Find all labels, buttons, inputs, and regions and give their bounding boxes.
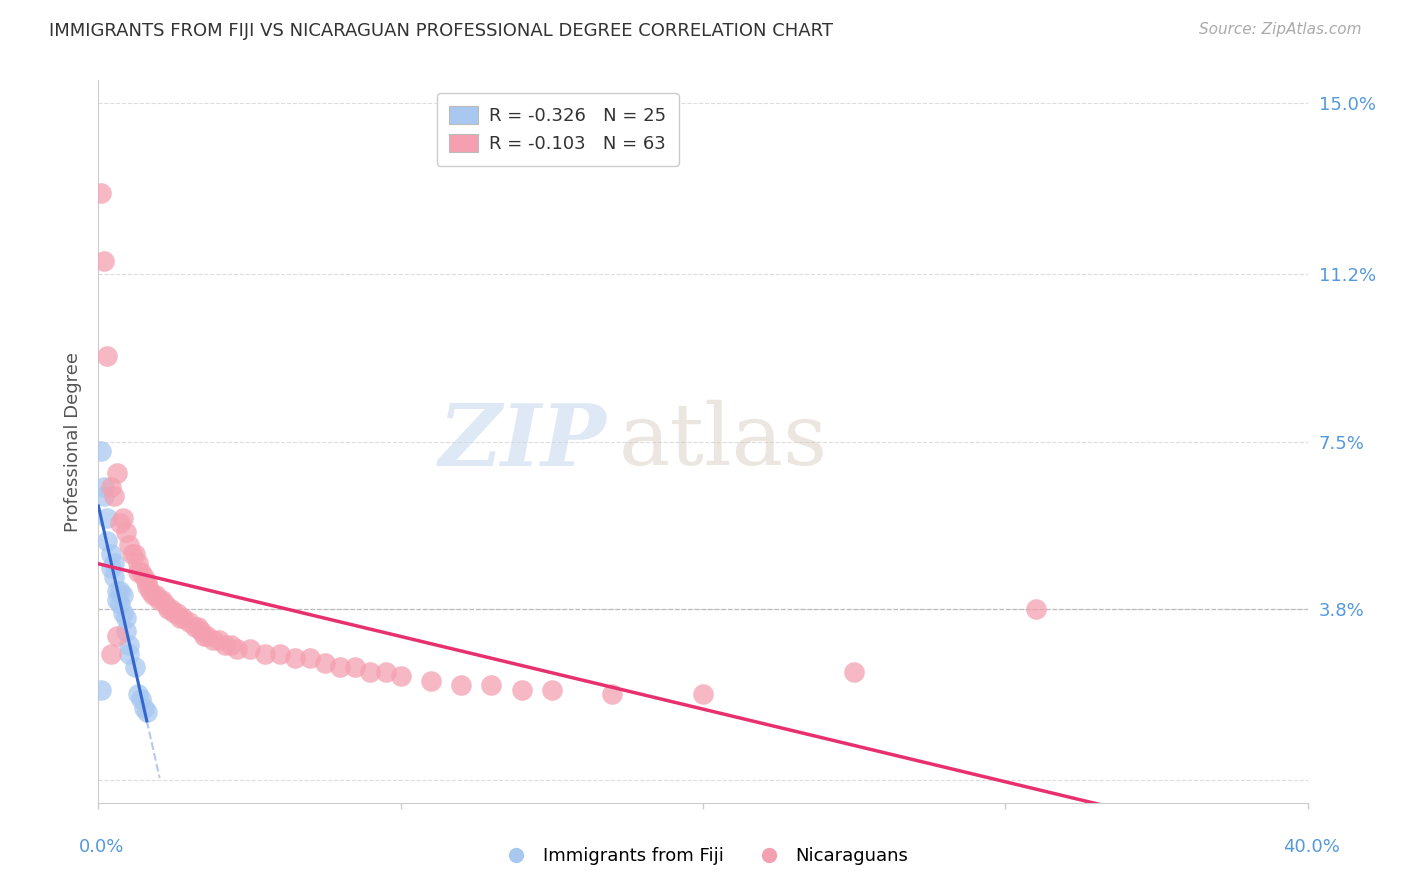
Point bbox=[118, 538, 141, 552]
Point bbox=[108, 583, 131, 598]
Text: 0.0%: 0.0% bbox=[79, 838, 124, 855]
Point bbox=[93, 253, 115, 268]
Point bbox=[100, 480, 122, 494]
Point bbox=[602, 687, 624, 701]
Point bbox=[481, 678, 503, 692]
Text: ZIP: ZIP bbox=[439, 400, 606, 483]
Point bbox=[132, 701, 155, 715]
Point bbox=[190, 624, 212, 639]
Text: Source: ZipAtlas.com: Source: ZipAtlas.com bbox=[1198, 22, 1361, 37]
Point bbox=[163, 606, 186, 620]
Point bbox=[103, 557, 125, 571]
Point bbox=[127, 566, 149, 580]
Point bbox=[124, 548, 146, 562]
Legend: Immigrants from Fiji, Nicaraguans: Immigrants from Fiji, Nicaraguans bbox=[491, 840, 915, 872]
Text: IMMIGRANTS FROM FIJI VS NICARAGUAN PROFESSIONAL DEGREE CORRELATION CHART: IMMIGRANTS FROM FIJI VS NICARAGUAN PROFE… bbox=[49, 22, 834, 40]
Point bbox=[226, 642, 249, 657]
Point bbox=[202, 633, 225, 648]
Point bbox=[114, 524, 136, 539]
Point bbox=[105, 592, 128, 607]
Point bbox=[193, 629, 215, 643]
Point bbox=[540, 682, 562, 697]
Point bbox=[108, 516, 131, 530]
Point bbox=[269, 647, 291, 661]
Point bbox=[187, 620, 209, 634]
Point bbox=[208, 633, 231, 648]
Point bbox=[156, 601, 179, 615]
Point bbox=[121, 548, 143, 562]
Point bbox=[96, 533, 118, 548]
Point bbox=[150, 592, 173, 607]
Point bbox=[214, 638, 236, 652]
Point bbox=[118, 647, 141, 661]
Point bbox=[105, 583, 128, 598]
Text: atlas: atlas bbox=[619, 400, 828, 483]
Point bbox=[344, 660, 367, 674]
Point bbox=[184, 620, 207, 634]
Point bbox=[221, 638, 243, 652]
Point bbox=[135, 706, 157, 720]
Legend: R = -0.326   N = 25, R = -0.103   N = 63: R = -0.326 N = 25, R = -0.103 N = 63 bbox=[437, 93, 679, 166]
Point bbox=[100, 647, 122, 661]
Y-axis label: Professional Degree: Professional Degree bbox=[63, 351, 82, 532]
Point bbox=[139, 583, 162, 598]
Point bbox=[90, 186, 112, 201]
Point bbox=[160, 601, 183, 615]
Point bbox=[166, 606, 188, 620]
Point bbox=[169, 610, 191, 624]
Text: 40.0%: 40.0% bbox=[1284, 838, 1340, 855]
Point bbox=[105, 466, 128, 480]
Point bbox=[90, 443, 112, 458]
Point bbox=[124, 660, 146, 674]
Point bbox=[450, 678, 472, 692]
Point bbox=[389, 669, 412, 683]
Point bbox=[314, 656, 336, 670]
Point bbox=[127, 687, 149, 701]
Point bbox=[129, 692, 152, 706]
Point bbox=[93, 480, 115, 494]
Point bbox=[114, 624, 136, 639]
Point bbox=[253, 647, 276, 661]
Point bbox=[329, 660, 352, 674]
Point bbox=[135, 574, 157, 589]
Point bbox=[108, 597, 131, 611]
Point bbox=[90, 682, 112, 697]
Point bbox=[284, 651, 307, 665]
Point bbox=[93, 489, 115, 503]
Point bbox=[153, 597, 176, 611]
Point bbox=[132, 570, 155, 584]
Point bbox=[118, 638, 141, 652]
Point bbox=[360, 665, 382, 679]
Point bbox=[111, 606, 134, 620]
Point bbox=[510, 682, 533, 697]
Point bbox=[374, 665, 396, 679]
Point bbox=[299, 651, 322, 665]
Point bbox=[129, 566, 152, 580]
Point bbox=[172, 610, 194, 624]
Point bbox=[103, 489, 125, 503]
Point bbox=[100, 561, 122, 575]
Point bbox=[127, 557, 149, 571]
Point bbox=[195, 629, 218, 643]
Point bbox=[103, 570, 125, 584]
Point bbox=[420, 673, 443, 688]
Point bbox=[111, 511, 134, 525]
Point bbox=[148, 592, 170, 607]
Point bbox=[844, 665, 866, 679]
Point bbox=[96, 511, 118, 525]
Point bbox=[105, 629, 128, 643]
Point bbox=[692, 687, 714, 701]
Point bbox=[96, 349, 118, 363]
Point bbox=[145, 588, 167, 602]
Point bbox=[239, 642, 262, 657]
Point bbox=[114, 610, 136, 624]
Point bbox=[1024, 601, 1046, 615]
Point bbox=[111, 588, 134, 602]
Point bbox=[179, 615, 201, 630]
Point bbox=[100, 548, 122, 562]
Point bbox=[135, 579, 157, 593]
Point bbox=[142, 588, 165, 602]
